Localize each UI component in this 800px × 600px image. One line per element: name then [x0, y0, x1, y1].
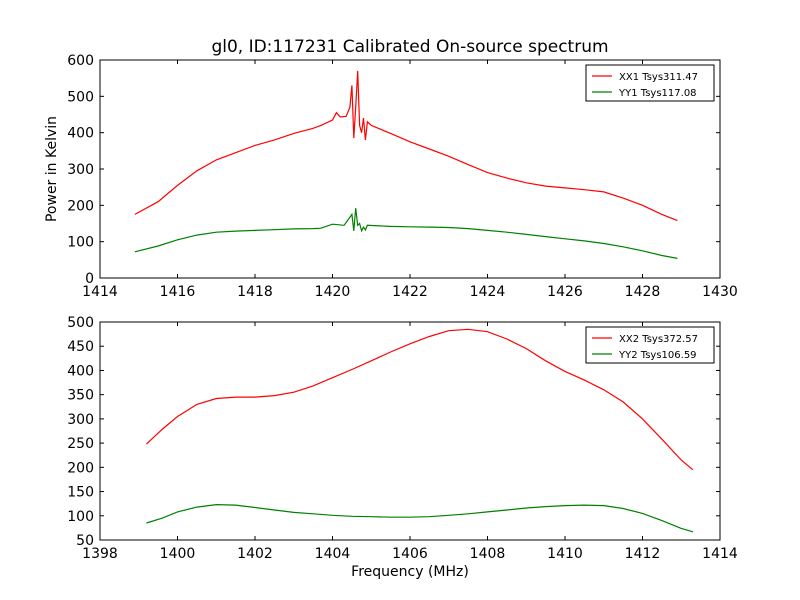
x-tick-label: 1426	[547, 284, 583, 300]
series-line-xx2	[146, 328, 694, 471]
y-tick-label: 300	[67, 412, 94, 428]
legend-entry: XX1 Tsys311.47	[619, 72, 698, 83]
y-tick-label: 500	[67, 315, 94, 331]
y-tick-label: 500	[67, 89, 94, 105]
y-tick-label: 350	[67, 388, 94, 404]
x-tick-label: 1408	[470, 546, 506, 562]
x-tick-label: 1404	[315, 546, 351, 562]
y-tick-label: 100	[67, 235, 94, 251]
y-tick-label: 450	[67, 339, 94, 355]
legend-entry: YY2 Tsys106.59	[618, 350, 697, 361]
legend-box	[585, 326, 715, 364]
x-tick-label: 1422	[392, 284, 428, 300]
y-tick-label: 600	[67, 53, 94, 69]
series-line-xx1	[134, 70, 678, 222]
y-tick-label: 400	[67, 126, 94, 142]
x-tick-label: 1398	[82, 546, 118, 562]
legend-entry: YY1 Tsys117.08	[618, 88, 697, 99]
x-tick-label: 1400	[160, 546, 196, 562]
x-tick-label: 1424	[470, 284, 506, 300]
x-tick-label: 1416	[160, 284, 196, 300]
y-tick-label: 400	[67, 363, 94, 379]
x-tick-label: 1428	[625, 284, 661, 300]
x-tick-label: 1414	[82, 284, 118, 300]
y-tick-label: 200	[67, 198, 94, 214]
x-tick-label: 1402	[237, 546, 273, 562]
x-tick-label: 1430	[702, 284, 738, 300]
y-tick-label: 150	[67, 485, 94, 501]
y-axis-label: Power in Kelvin	[44, 116, 60, 222]
x-axis-label: Frequency (MHz)	[351, 564, 469, 580]
figure-title: gl0, ID:117231 Calibrated On-source spec…	[211, 37, 608, 57]
y-tick-label: 250	[67, 436, 94, 452]
legend: XX2 Tsys372.57 YY2 Tsys106.59	[585, 326, 715, 364]
legend-box	[585, 64, 715, 102]
legend-entry: XX2 Tsys372.57	[619, 334, 698, 345]
legend: XX1 Tsys311.47 YY1 Tsys117.08	[585, 64, 715, 102]
x-tick-label: 1412	[625, 546, 661, 562]
x-tick-label: 1406	[392, 546, 428, 562]
y-tick-label: 50	[76, 533, 94, 549]
x-tick-label: 1418	[237, 284, 273, 300]
y-tick-label: 300	[67, 162, 94, 178]
y-tick-label: 100	[67, 509, 94, 525]
series-line-yy2	[146, 503, 694, 533]
x-tick-label: 1414	[702, 546, 738, 562]
y-tick-label: 200	[67, 460, 94, 476]
y-tick-label: 0	[85, 271, 94, 287]
x-tick-label: 1420	[315, 284, 351, 300]
x-tick-label: 1410	[547, 546, 583, 562]
top-panel: 1414 1416 1418 1420 1422 1424 1426 1428 1430 0 100…	[67, 53, 738, 300]
bottom-panel: 1398 1400 1402 1404 1406 1408 1410 1412 1414 50 10…	[67, 315, 738, 562]
series-line-yy1	[134, 208, 678, 259]
